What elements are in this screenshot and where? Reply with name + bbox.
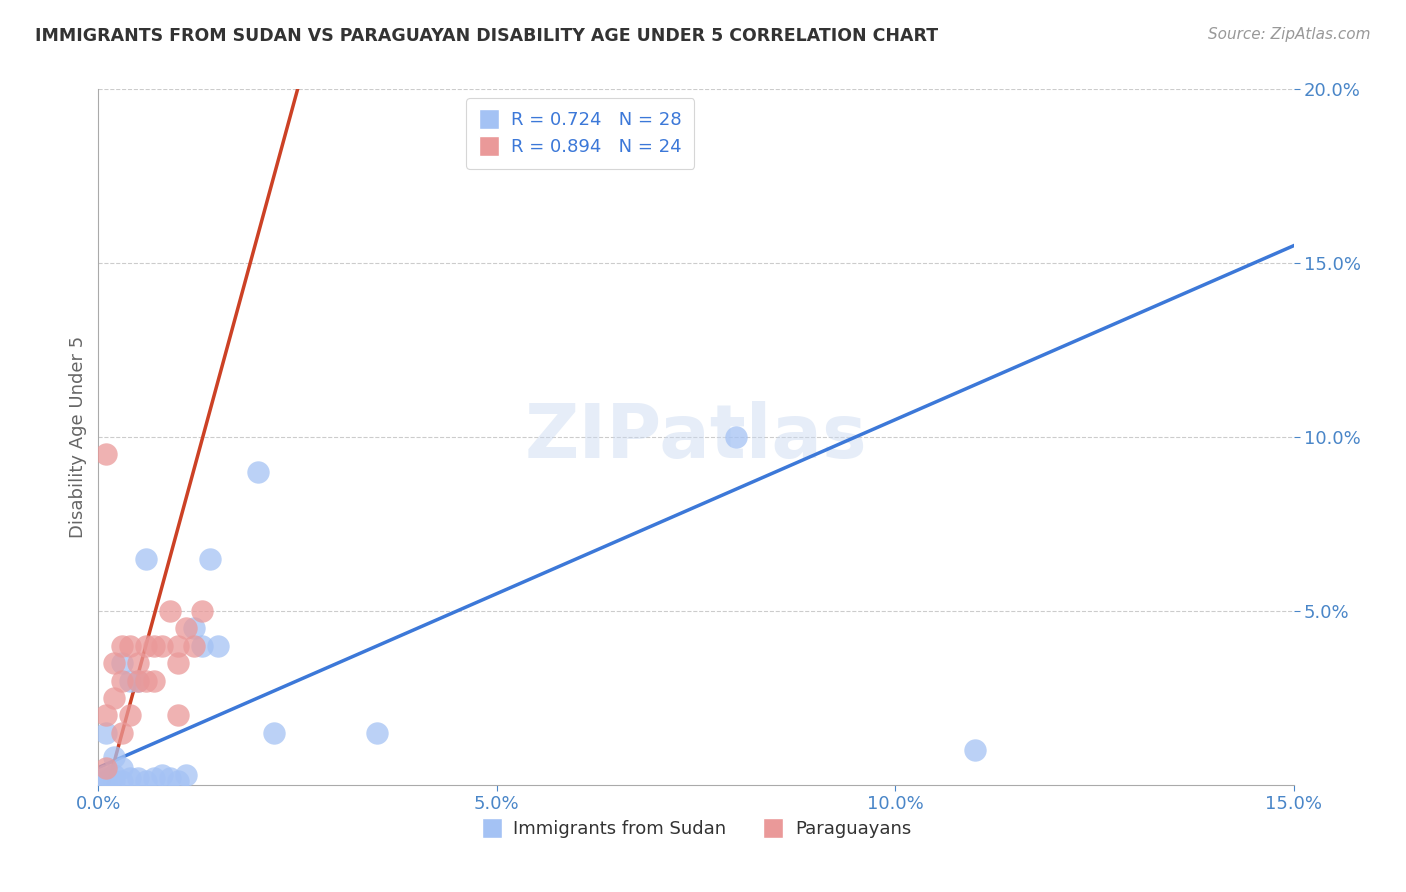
Point: [246, 465, 269, 479]
Point: [127, 673, 149, 688]
Point: [183, 621, 205, 635]
Point: [111, 760, 134, 774]
Point: [127, 673, 149, 688]
Point: [103, 657, 125, 671]
Point: [103, 774, 125, 789]
Point: [120, 771, 142, 785]
Point: [191, 639, 214, 653]
Point: [150, 767, 173, 781]
Point: [183, 639, 205, 653]
Point: [143, 771, 166, 785]
Point: [143, 673, 166, 688]
Point: [120, 673, 142, 688]
Point: [724, 430, 747, 444]
Point: [159, 771, 181, 785]
Point: [135, 774, 157, 789]
Point: [103, 767, 125, 781]
Point: [127, 771, 149, 785]
Point: [96, 708, 118, 723]
Point: [96, 771, 118, 785]
Point: [159, 604, 181, 618]
Point: [167, 639, 190, 653]
Point: [96, 767, 118, 781]
Point: [167, 774, 190, 789]
Legend: Immigrants from Sudan, Paraguayans: Immigrants from Sudan, Paraguayans: [474, 814, 918, 846]
Point: [135, 673, 157, 688]
Point: [103, 750, 125, 764]
Point: [120, 639, 142, 653]
Point: [127, 657, 149, 671]
Point: [174, 621, 197, 635]
Point: [111, 726, 134, 740]
Point: [150, 639, 173, 653]
Point: [103, 690, 125, 705]
Point: [96, 447, 118, 462]
Point: [135, 551, 157, 566]
Point: [111, 657, 134, 671]
Point: [96, 774, 118, 789]
Point: [167, 657, 190, 671]
Point: [96, 760, 118, 774]
Point: [111, 774, 134, 789]
Point: [111, 639, 134, 653]
Text: Source: ZipAtlas.com: Source: ZipAtlas.com: [1208, 27, 1371, 42]
Point: [366, 726, 388, 740]
Point: [191, 604, 214, 618]
Point: [120, 708, 142, 723]
Point: [143, 639, 166, 653]
Point: [963, 743, 986, 757]
Point: [96, 726, 118, 740]
Point: [263, 726, 285, 740]
Point: [207, 639, 229, 653]
Point: [111, 673, 134, 688]
Point: [174, 767, 197, 781]
Point: [198, 551, 221, 566]
Point: [167, 708, 190, 723]
Y-axis label: Disability Age Under 5: Disability Age Under 5: [69, 336, 87, 538]
Text: IMMIGRANTS FROM SUDAN VS PARAGUAYAN DISABILITY AGE UNDER 5 CORRELATION CHART: IMMIGRANTS FROM SUDAN VS PARAGUAYAN DISA…: [35, 27, 938, 45]
Point: [135, 639, 157, 653]
Text: ZIPatlas: ZIPatlas: [524, 401, 868, 474]
